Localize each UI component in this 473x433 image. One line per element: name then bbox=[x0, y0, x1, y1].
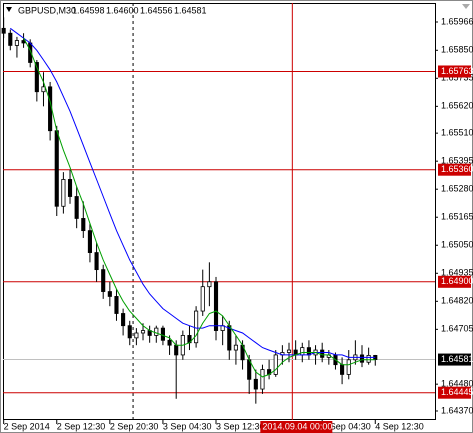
candle-body bbox=[366, 355, 371, 363]
candle-body bbox=[74, 196, 79, 219]
price-label-box bbox=[438, 353, 471, 366]
candle-body bbox=[227, 325, 232, 351]
y-tick-label: 1.65165 bbox=[441, 212, 473, 222]
candle-body bbox=[167, 339, 172, 346]
price-label: 1.64581 bbox=[441, 354, 473, 364]
x-tick-label: 3 Sep 04:30 bbox=[163, 421, 212, 431]
corner-icon bbox=[462, 4, 470, 9]
candle-body bbox=[207, 281, 212, 288]
candle-body bbox=[233, 344, 238, 351]
quote-value: 1.64556 bbox=[140, 5, 173, 15]
candle-body bbox=[121, 313, 126, 327]
candle-body bbox=[101, 269, 106, 292]
candle-body bbox=[174, 344, 179, 356]
y-tick-label: 1.65850 bbox=[441, 45, 473, 55]
candle-body bbox=[114, 296, 119, 314]
x-tick-label: 2 Sep 20:30 bbox=[110, 421, 159, 431]
y-tick-label: 1.65966 bbox=[441, 16, 473, 26]
candle-body bbox=[41, 86, 46, 93]
candle-body bbox=[300, 347, 305, 356]
y-tick-label: 1.65510 bbox=[441, 128, 473, 138]
level-label-box bbox=[438, 386, 471, 399]
candle-body bbox=[273, 354, 278, 375]
candle-body bbox=[154, 327, 159, 336]
x-tick-label: 2 Sep 2014 bbox=[4, 421, 50, 431]
y-tick-label: 1.64705 bbox=[441, 324, 473, 334]
y-tick-label: 1.64370 bbox=[441, 405, 473, 415]
y-tick-label: 1.64820 bbox=[441, 296, 473, 306]
candle-body bbox=[286, 349, 292, 353]
crosshair-label: 2014.09.04 00:00 bbox=[262, 421, 332, 431]
level-label-box bbox=[438, 163, 471, 176]
candle-body bbox=[107, 291, 112, 297]
level-label: 1.64445 bbox=[441, 387, 473, 397]
x-tick-label: 2 Sep 12:30 bbox=[57, 421, 106, 431]
quote-value: 1.64598 bbox=[72, 5, 105, 15]
candle-body bbox=[94, 252, 99, 271]
title-icon bbox=[6, 7, 12, 12]
level-label: 1.65763 bbox=[441, 66, 473, 76]
candle-body bbox=[359, 354, 365, 363]
x-tick-label: 3 Sep 12:30 bbox=[216, 421, 265, 431]
y-tick-label: 1.65280 bbox=[441, 184, 473, 194]
y-tick-label: 1.65395 bbox=[441, 156, 473, 166]
level-label-box bbox=[438, 65, 471, 78]
candle-body bbox=[1, 27, 6, 34]
candle-body bbox=[8, 32, 13, 46]
candle-body bbox=[61, 179, 66, 207]
candle-body bbox=[14, 40, 19, 46]
quote-value: 1.64581 bbox=[174, 5, 207, 15]
candle-body bbox=[200, 286, 205, 312]
level-label-box bbox=[438, 275, 471, 288]
y-tick-label: 1.65735 bbox=[441, 73, 473, 83]
x-tick-label: 4 Sep 04:30 bbox=[322, 421, 371, 431]
candle-body bbox=[346, 359, 351, 375]
candle-body bbox=[160, 327, 165, 341]
crosshair-label-box bbox=[260, 421, 333, 433]
candle-body bbox=[213, 281, 219, 331]
candle-body bbox=[127, 325, 132, 339]
candle-body bbox=[253, 378, 258, 390]
chart-title: GBPUSD,M30 bbox=[18, 5, 76, 15]
y-tick-label: 1.65620 bbox=[441, 101, 473, 111]
candle-body bbox=[194, 310, 199, 344]
moving-average bbox=[23, 37, 376, 378]
y-tick-label: 1.65050 bbox=[441, 240, 473, 250]
y-tick-label: 1.64480 bbox=[441, 379, 473, 389]
level-label: 1.65360 bbox=[441, 164, 473, 174]
candle-body bbox=[67, 179, 73, 197]
candle-body bbox=[306, 347, 311, 356]
candle-body bbox=[260, 369, 265, 390]
candle-body bbox=[54, 130, 59, 207]
candle-body bbox=[320, 349, 325, 358]
candle-body bbox=[81, 218, 86, 232]
candle-body bbox=[340, 364, 345, 375]
quote-value: 1.64600 bbox=[106, 5, 139, 15]
candle-body bbox=[34, 62, 39, 93]
x-tick-label: 4 Sep 12:30 bbox=[375, 421, 424, 431]
candle-body bbox=[87, 230, 92, 253]
candle-body bbox=[134, 332, 139, 339]
candle-body bbox=[140, 330, 146, 334]
y-tick-label: 1.64935 bbox=[441, 268, 473, 278]
level-label: 1.64900 bbox=[441, 276, 473, 286]
